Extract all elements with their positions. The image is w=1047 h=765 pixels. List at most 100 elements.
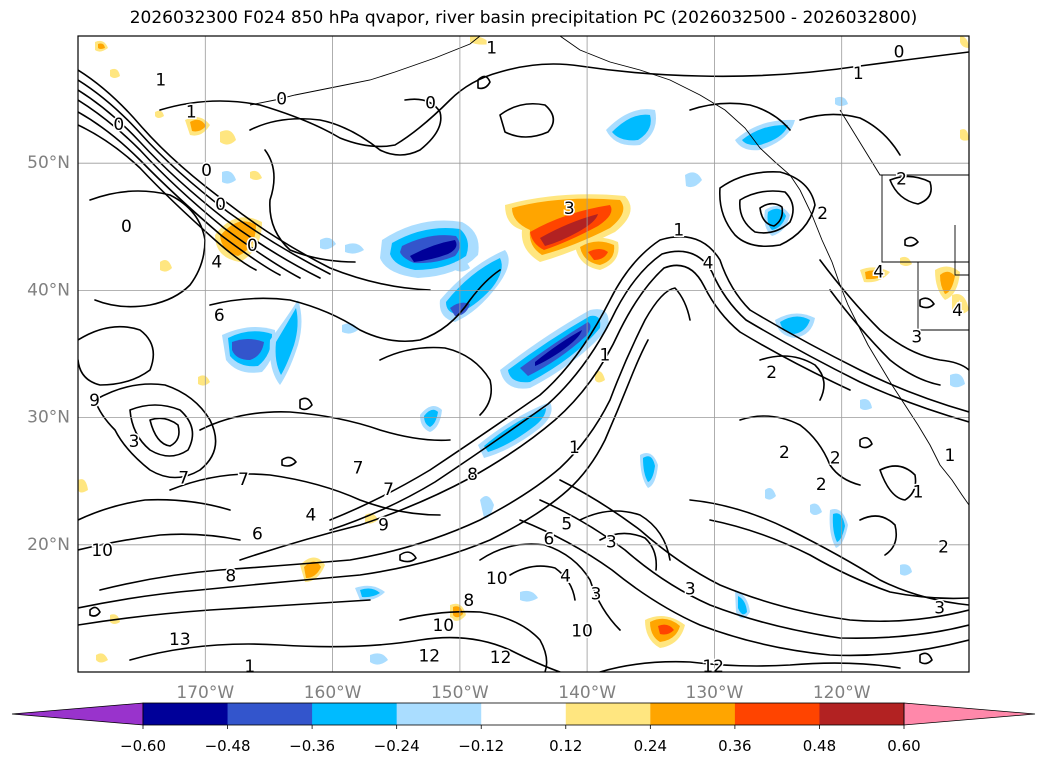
contour-label: 2 xyxy=(896,170,907,190)
contour-label: 4 xyxy=(952,301,963,321)
negative-anomaly-region xyxy=(775,313,815,338)
positive-anomaly-region xyxy=(78,36,969,663)
contour-line xyxy=(89,190,206,308)
contour-label: 3 xyxy=(591,584,602,604)
colorbar-tick-label: −0.24 xyxy=(374,737,420,755)
latitude-tick-labels: 20°N 30°N 40°N 50°N xyxy=(27,153,70,555)
contour-line xyxy=(819,259,969,371)
positive-anomaly-region xyxy=(645,616,685,648)
contour-label: 1 xyxy=(486,39,497,59)
contour-line xyxy=(579,510,671,561)
political-border xyxy=(881,175,969,263)
colorbar-segment xyxy=(227,703,313,725)
map-frame xyxy=(77,35,970,673)
contour-line xyxy=(78,69,431,291)
negative-anomaly-region xyxy=(222,96,965,665)
contour-line xyxy=(519,519,969,657)
contour-line xyxy=(199,411,451,442)
contour-label: 2 xyxy=(816,475,827,495)
contour-line xyxy=(759,202,784,227)
contour-line xyxy=(919,652,933,665)
contour-label: 2 xyxy=(830,448,841,468)
contour-label: 7 xyxy=(238,470,249,490)
contour-label: 1 xyxy=(944,446,955,466)
contour-line xyxy=(264,149,356,263)
lat-lon-grid xyxy=(78,36,969,672)
contour-label: 12 xyxy=(702,657,724,677)
contour-label: 7 xyxy=(353,458,364,478)
contour-label: 8 xyxy=(463,591,474,611)
contour-line xyxy=(879,465,917,501)
longitude-tick-label: 150°W xyxy=(431,683,489,703)
contour-label: 10 xyxy=(571,621,593,641)
positive-anomaly-region xyxy=(505,194,631,262)
contour-label: 3 xyxy=(934,598,945,618)
colorbar-tick-label: 0.24 xyxy=(634,737,667,755)
latitude-tick-label: 40°N xyxy=(27,280,70,300)
contour-line xyxy=(329,250,969,531)
colorbar-segment xyxy=(819,703,905,725)
contour-label: 7 xyxy=(178,469,189,489)
coastlines xyxy=(249,36,969,506)
shaded-anomaly-layer xyxy=(78,36,969,665)
contour-label: 10 xyxy=(432,616,454,636)
contour-line xyxy=(689,499,969,606)
contour-line xyxy=(281,456,297,467)
longitude-tick-label: 140°W xyxy=(558,683,616,703)
negative-anomaly-region xyxy=(420,406,442,432)
contour-label: 1 xyxy=(913,483,924,503)
contour-label: 0 xyxy=(113,115,124,135)
latitude-tick-label: 50°N xyxy=(27,153,70,173)
north-america-coastline xyxy=(799,189,969,506)
longitude-tick-label: 120°W xyxy=(813,683,871,703)
contour-label: 4 xyxy=(306,506,317,526)
contour-line xyxy=(129,404,194,457)
contour-line xyxy=(99,287,691,591)
political-border xyxy=(954,225,969,276)
colorbar-tick-label: 0.12 xyxy=(549,737,582,755)
contour-label: 5 xyxy=(561,514,572,534)
contour-line xyxy=(477,75,491,90)
contour-line xyxy=(539,499,969,640)
contour-label: 3 xyxy=(911,327,922,347)
contour-line xyxy=(149,417,180,447)
contour-line xyxy=(919,297,935,309)
contour-label: 1 xyxy=(569,438,580,458)
colorbar-extend-low xyxy=(11,702,144,726)
colorbar-segment xyxy=(396,703,482,725)
colorbar-tick-label: 0.48 xyxy=(803,737,836,755)
colorbar-tick-label: −0.60 xyxy=(120,737,166,755)
contour-label: 9 xyxy=(378,516,389,536)
contour-line xyxy=(599,660,901,672)
negative-anomaly-region xyxy=(222,326,276,373)
contour-label: 13 xyxy=(169,630,191,650)
contour-line xyxy=(249,98,442,156)
contour-label: 1 xyxy=(155,71,166,91)
negative-anomaly-region xyxy=(269,300,302,385)
colorbar-tick-label: 0.36 xyxy=(718,737,751,755)
contour-label: 1 xyxy=(853,64,864,84)
contour-line xyxy=(859,515,898,556)
colorbar-tick-label: −0.36 xyxy=(289,737,335,755)
negative-anomaly-region xyxy=(478,402,552,458)
contour-label: 0 xyxy=(894,43,905,63)
contour-line xyxy=(718,171,816,248)
latitude-tick-label: 30°N xyxy=(27,408,70,428)
contour-line xyxy=(78,111,281,276)
colorbar-segment xyxy=(312,703,398,725)
contour-label: 3 xyxy=(606,532,617,552)
contour-line xyxy=(129,636,561,672)
contour-label: 2 xyxy=(938,537,949,557)
contour-line xyxy=(859,436,873,449)
longitude-tick-label: 130°W xyxy=(686,683,744,703)
contour-label: 0 xyxy=(425,93,436,113)
contour-label: 6 xyxy=(214,306,225,326)
contour-label: 12 xyxy=(418,647,440,667)
contour-label: 1 xyxy=(673,221,684,241)
contour-line xyxy=(78,89,321,279)
contour-line xyxy=(689,102,791,131)
contour-label: 0 xyxy=(201,161,212,181)
colorbar-segment xyxy=(734,703,820,725)
contour-line xyxy=(509,565,576,601)
